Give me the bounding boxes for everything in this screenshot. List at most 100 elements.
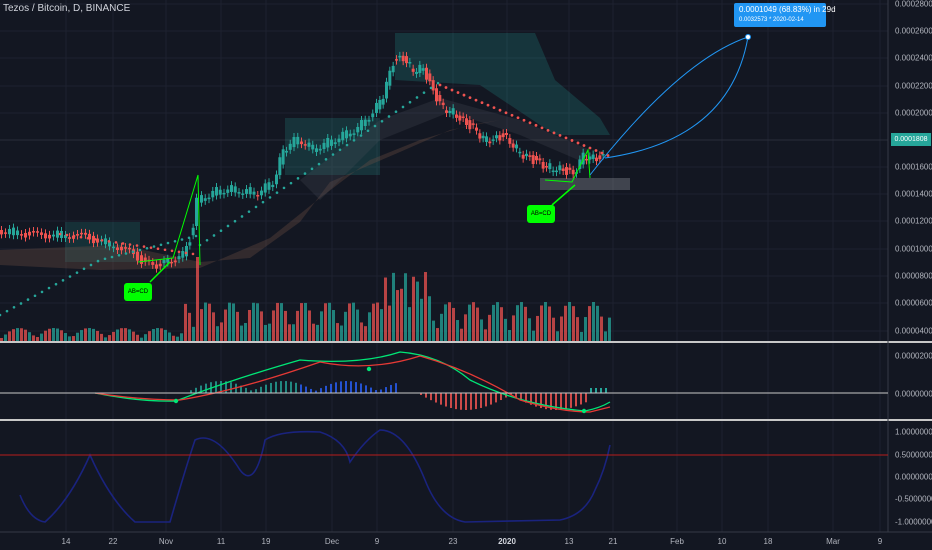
- candle-body: [188, 242, 192, 246]
- macd-histogram-bar: [265, 384, 267, 393]
- candle-body: [20, 234, 23, 236]
- zone-box: [540, 178, 630, 190]
- cloud: [300, 98, 590, 200]
- sar-dot: [528, 121, 532, 125]
- sar-dot: [564, 136, 568, 140]
- sar-dot: [438, 83, 442, 87]
- macd-histogram-bar: [365, 385, 367, 393]
- sar-dot: [177, 250, 181, 254]
- volume-bar: [436, 328, 439, 342]
- candle-body: [598, 155, 602, 160]
- candle-body: [471, 123, 475, 125]
- volume-bars: [0, 257, 611, 342]
- volume-bar: [524, 306, 527, 342]
- volume-bar: [552, 317, 555, 342]
- candle-body: [558, 165, 562, 171]
- macd-histogram-bar: [360, 383, 362, 393]
- macd-histogram-bar: [250, 390, 252, 393]
- sar-dot: [570, 139, 574, 142]
- candle-body: [8, 228, 11, 235]
- volume-bar: [372, 303, 375, 342]
- measure-change: 0.0001049 (68.83%) in 29d: [739, 5, 836, 14]
- macd-histogram-bar: [220, 381, 222, 393]
- candle-body: [128, 247, 131, 250]
- abcd-pointer: [149, 261, 171, 283]
- sar-dot: [247, 210, 251, 213]
- candle-body: [162, 260, 166, 264]
- volume-bar: [324, 303, 327, 342]
- volume-bar: [472, 302, 475, 342]
- sar-dot: [373, 124, 377, 128]
- sar-dot: [546, 128, 550, 132]
- volume-bar: [284, 310, 287, 342]
- abcd-label-1[interactable]: AB=CD: [124, 283, 152, 301]
- sar-dot: [75, 271, 79, 274]
- volume-bar: [320, 311, 323, 342]
- volume-bar: [148, 331, 151, 342]
- volume-bar: [176, 336, 179, 342]
- price-tick-label: 0.0001600: [895, 162, 932, 172]
- sar-dot: [135, 244, 139, 247]
- candle-body: [155, 264, 158, 269]
- candle-body: [425, 67, 428, 80]
- pane-divider: [0, 341, 932, 343]
- candle-body: [535, 156, 538, 161]
- candle-body: [230, 185, 233, 192]
- time-tick-label: 10: [717, 537, 727, 546]
- cross-marker: [581, 408, 587, 414]
- macd-histogram-bar: [335, 382, 337, 393]
- sar-dot: [254, 205, 258, 209]
- candle-body: [435, 88, 438, 102]
- candle-body: [356, 126, 360, 133]
- macd-histogram-bar: [305, 386, 307, 393]
- sar-dot: [558, 134, 562, 137]
- candle-body: [465, 118, 468, 126]
- pane-dividers[interactable]: [0, 0, 932, 533]
- macd-histogram-bar: [260, 386, 262, 393]
- volume-bar: [8, 331, 11, 342]
- volume-bar: [396, 290, 399, 342]
- volume-bar: [20, 328, 23, 342]
- macd-line: [94, 351, 611, 412]
- candle-body: [116, 247, 119, 250]
- sar-dot: [456, 91, 460, 94]
- sar-dot: [380, 119, 384, 123]
- macd-pane: [94, 351, 611, 414]
- volume-bar: [152, 329, 155, 342]
- macd-histogram-bar: [270, 382, 272, 393]
- volume-bar: [16, 328, 19, 342]
- volume-bar: [108, 335, 111, 342]
- macd-histogram-bar: [585, 393, 587, 403]
- candle-body: [36, 231, 39, 233]
- volume-bar: [156, 328, 159, 342]
- candle-body: [60, 230, 63, 238]
- volume-bar: [164, 329, 167, 342]
- current-price-badge: 0.0001808: [891, 133, 931, 146]
- volume-bar: [420, 298, 423, 342]
- volume-bar: [200, 309, 203, 342]
- candle-body: [96, 238, 99, 243]
- macd-histogram-bar: [480, 393, 482, 408]
- sar-dot: [394, 110, 398, 114]
- volume-bar: [556, 331, 559, 342]
- sar-dot: [128, 243, 132, 246]
- volume-bar: [144, 334, 147, 342]
- sar-dot: [124, 252, 128, 255]
- candle-body: [495, 135, 498, 139]
- sar-dot: [534, 123, 538, 127]
- sar-dot: [338, 148, 342, 152]
- volume-bar: [208, 303, 211, 342]
- candle-body: [16, 230, 19, 236]
- price-tick-label: 0.0000800: [895, 271, 932, 281]
- candle-body: [508, 138, 512, 144]
- macd-histogram-bar: [535, 393, 537, 407]
- candle-body: [455, 114, 458, 118]
- price-tick-label: 0.0002400: [895, 53, 932, 63]
- candle-body: [381, 98, 385, 105]
- abcd-label-2[interactable]: AB=CD: [527, 205, 555, 223]
- measure-tool-label[interactable]: 0.0001049 (68.83%) in 29d 0.0032573 * 20…: [734, 3, 836, 27]
- sar-dot: [594, 149, 598, 152]
- sar-dot: [522, 118, 526, 122]
- sar-dot: [212, 234, 216, 237]
